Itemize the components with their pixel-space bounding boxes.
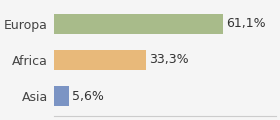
Bar bbox=[53, 50, 146, 70]
Text: 61,1%: 61,1% bbox=[226, 18, 266, 30]
Text: 33,3%: 33,3% bbox=[149, 54, 188, 66]
Bar bbox=[53, 14, 223, 34]
Bar bbox=[53, 86, 69, 106]
Text: 5,6%: 5,6% bbox=[72, 90, 104, 102]
